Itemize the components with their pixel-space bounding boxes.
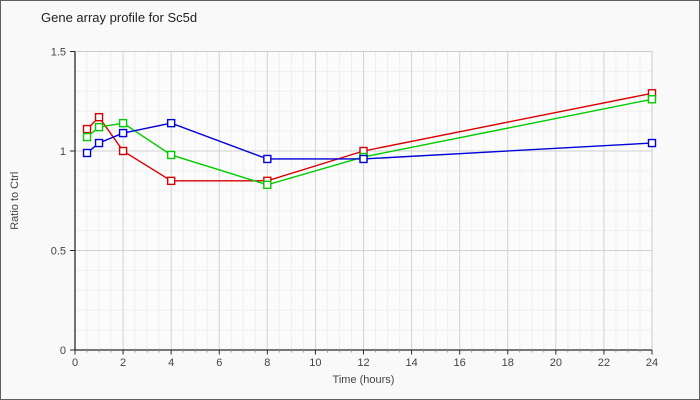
series-blue-marker — [118, 128, 128, 138]
x-tick-label: 0 — [72, 357, 78, 369]
y-tick-label: 0 — [60, 345, 66, 357]
series-blue-marker — [82, 148, 92, 158]
x-tick-label: 6 — [216, 357, 222, 369]
x-tick-label: 18 — [502, 357, 514, 369]
y-tick-label: 1 — [60, 146, 66, 158]
series-green-marker — [263, 180, 272, 190]
series-green-marker — [94, 122, 104, 132]
y-axis-title: Ratio to Ctrl — [9, 172, 21, 230]
x-tick-label: 10 — [309, 357, 321, 369]
series-blue-marker — [263, 154, 272, 164]
x-tick-label: 22 — [598, 357, 610, 369]
series-green-marker — [647, 95, 657, 104]
x-tick-label: 16 — [454, 357, 466, 369]
series-green-marker — [82, 132, 92, 142]
series-blue-marker — [359, 154, 368, 164]
x-tick-label: 14 — [405, 357, 417, 369]
y-tick-label: 1.5 — [51, 47, 66, 59]
series-red-marker — [94, 112, 104, 122]
x-tick-label: 8 — [264, 357, 270, 369]
series-green-marker — [166, 150, 176, 160]
series-red-marker — [82, 124, 92, 134]
x-axis-title: Time (hours) — [333, 374, 395, 386]
x-tick-label: 4 — [168, 357, 174, 369]
series-blue-marker — [94, 138, 104, 148]
series-red-marker — [166, 176, 176, 186]
x-tick-label: 12 — [357, 357, 369, 369]
series-green-marker — [118, 118, 128, 128]
y-tick-label: 0.5 — [51, 246, 66, 258]
x-tick-label: 24 — [646, 357, 658, 369]
series-blue-marker — [647, 138, 657, 148]
chart-title: Gene array profile for Sc5d — [41, 10, 198, 25]
series-blue-marker — [166, 118, 176, 128]
series-red-marker — [118, 146, 128, 156]
x-tick-label: 2 — [120, 357, 126, 369]
x-tick-label: 20 — [550, 357, 562, 369]
